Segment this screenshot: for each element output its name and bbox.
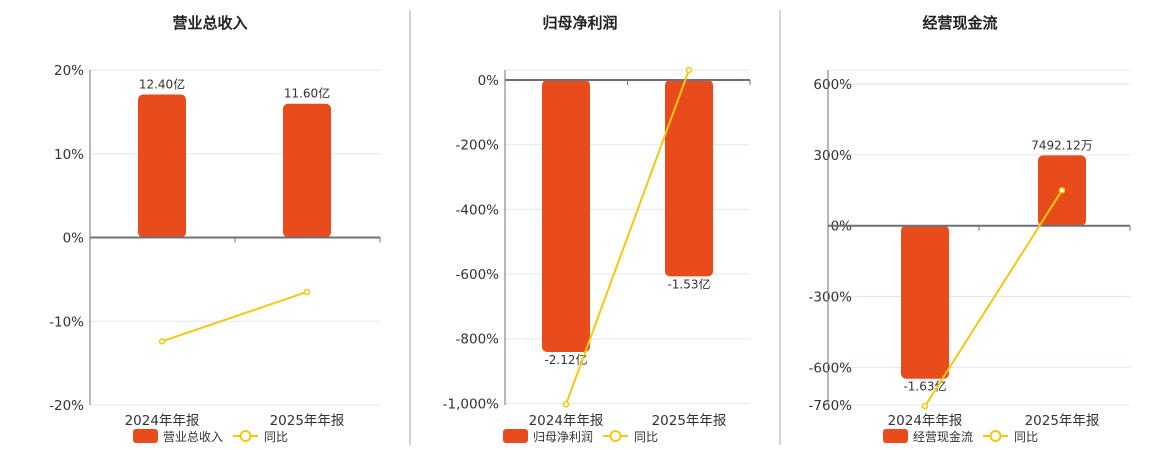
chart-title: 归母净利润 bbox=[542, 14, 617, 32]
bar bbox=[901, 225, 949, 379]
bar-data-label: -2.12亿 bbox=[544, 352, 587, 367]
y-tick-label: -600% bbox=[809, 360, 853, 376]
chart-1: 营业总收入 20% 10% 0% -10% -20% 12.40亿 11.60亿 2024年年报… bbox=[49, 14, 381, 444]
legend-line-marker bbox=[239, 430, 252, 442]
legend-bar-label: 归母净利润 bbox=[533, 430, 593, 444]
bar bbox=[542, 80, 590, 353]
legend-line-label: 同比 bbox=[264, 430, 288, 444]
x-category-label: 2024年年报 bbox=[888, 413, 963, 429]
bar-data-label: 12.40亿 bbox=[139, 77, 185, 92]
y-tick-label: -1,000% bbox=[443, 396, 500, 412]
legend-bar-label: 营业总收入 bbox=[163, 430, 223, 444]
legend-bar-swatch bbox=[883, 429, 908, 443]
yoy-line bbox=[565, 69, 690, 405]
chart-title: 营业总收入 bbox=[172, 14, 247, 32]
x-category-label: 2024年年报 bbox=[125, 413, 200, 429]
yoy-point bbox=[1058, 187, 1066, 194]
legend-bar-swatch bbox=[503, 429, 528, 443]
x-category-label: 2025年年报 bbox=[1025, 413, 1100, 429]
chart-title: 经营现金流 bbox=[922, 14, 997, 32]
y-tick-label: -200% bbox=[456, 138, 500, 154]
y-tick-label: 600% bbox=[813, 77, 852, 93]
y-tick-label: -760% bbox=[809, 398, 853, 414]
legend-line-label: 同比 bbox=[1014, 430, 1038, 444]
yoy-point bbox=[685, 66, 693, 74]
chart-3: 经营现金流600%300%0%-300%-600%-760%-1.63亿7492… bbox=[809, 14, 1131, 444]
legend-line-marker bbox=[609, 430, 622, 442]
bar bbox=[283, 103, 331, 238]
y-tick-label: -20% bbox=[49, 398, 84, 414]
bar-data-label: 7492.12万 bbox=[1031, 138, 1093, 152]
y-tick-label: 20% bbox=[54, 63, 84, 79]
bar-data-label: -1.53亿 bbox=[667, 276, 710, 291]
yoy-line bbox=[161, 290, 308, 343]
y-tick-label: -600% bbox=[456, 267, 500, 283]
y-tick-label: 0% bbox=[63, 231, 85, 247]
legend-line-label: 同比 bbox=[634, 430, 658, 444]
x-category-label: 2025年年报 bbox=[270, 413, 345, 429]
yoy-point bbox=[303, 288, 311, 296]
legend-line-marker bbox=[989, 430, 1002, 442]
yoy-point bbox=[158, 338, 166, 345]
bar bbox=[138, 94, 186, 238]
y-tick-label: -10% bbox=[49, 314, 84, 330]
x-category-label: 2024年年报 bbox=[529, 413, 604, 429]
bar-data-label: 11.60亿 bbox=[284, 86, 330, 101]
bar bbox=[665, 80, 713, 277]
yoy-line bbox=[924, 189, 1063, 407]
legend-bar-label: 经营现金流 bbox=[913, 429, 973, 444]
y-tick-label: -300% bbox=[809, 289, 853, 305]
yoy-point bbox=[921, 402, 929, 410]
x-category-label: 2025年年报 bbox=[652, 413, 727, 429]
y-tick-label: 10% bbox=[54, 147, 84, 163]
y-tick-label: -800% bbox=[456, 332, 500, 348]
y-tick-label: -400% bbox=[456, 202, 500, 218]
legend-bar-swatch bbox=[133, 429, 158, 443]
yoy-point bbox=[562, 401, 570, 408]
y-tick-label: 300% bbox=[813, 148, 852, 164]
y-tick-label: 0% bbox=[478, 73, 500, 89]
chart-2: 归母净利润 0% -200% -400% -600% -800% -1,000% -2.12亿… bbox=[443, 14, 751, 444]
